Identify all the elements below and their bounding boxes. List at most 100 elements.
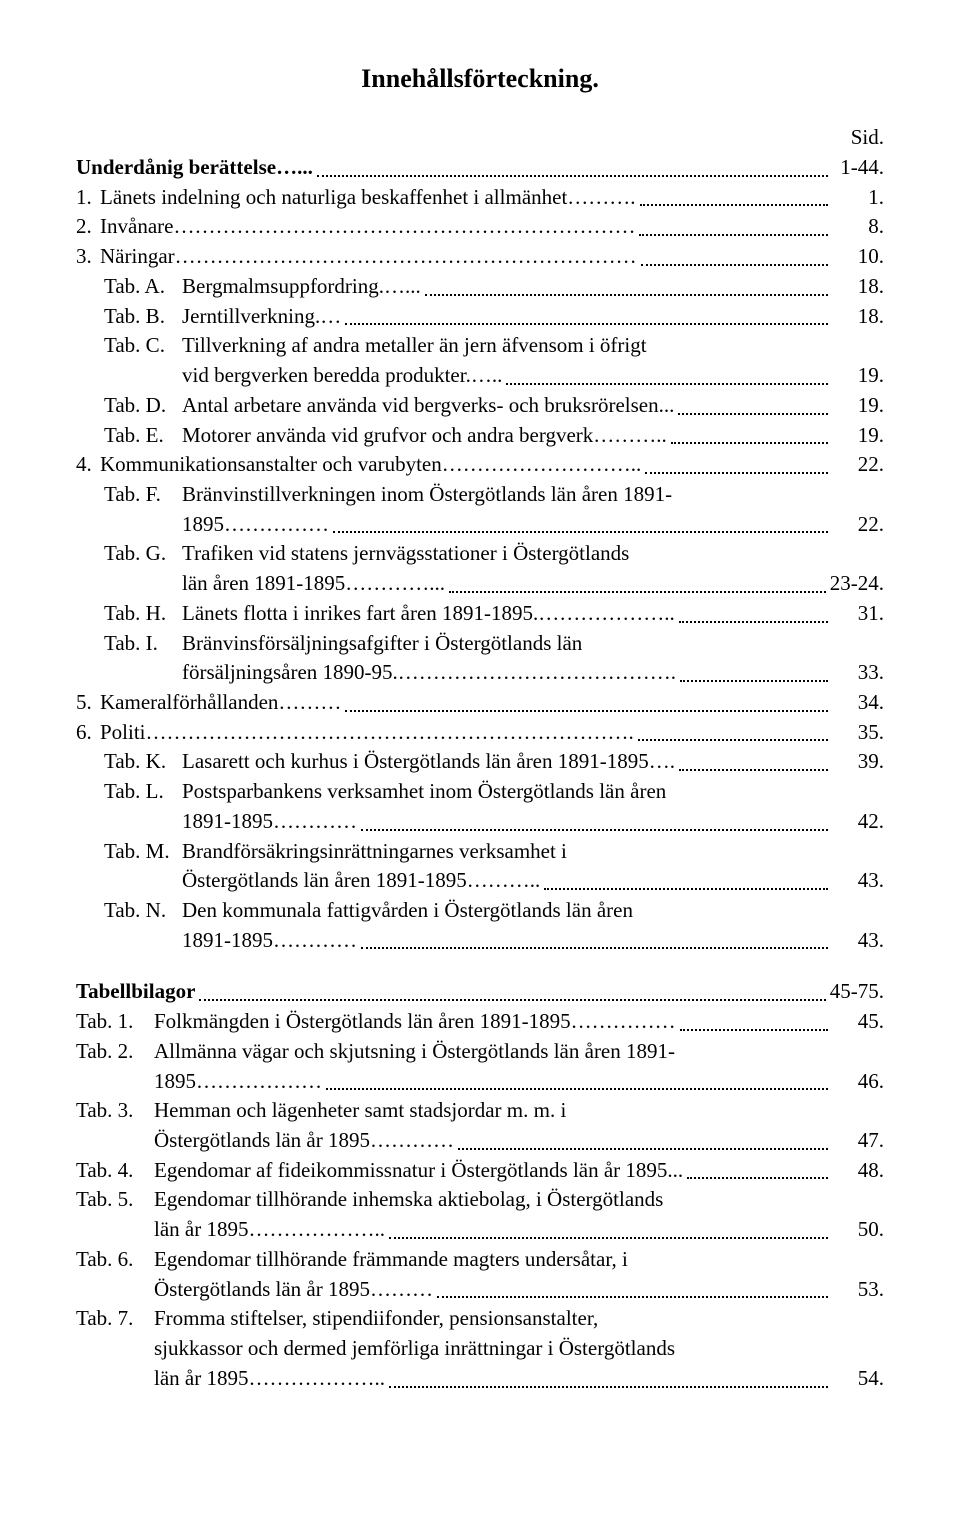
leader-dots [458, 1147, 828, 1150]
toc-entry-text: Den kommunala fattigvården i Östergötlan… [182, 897, 633, 925]
toc-entry-text: Östergötlands län år 1895……… [154, 1276, 433, 1304]
toc-entry-label: Tab. 5. [76, 1186, 154, 1214]
toc-entry-text: 1895……………… [154, 1068, 322, 1096]
toc-page-number: 53. [832, 1276, 884, 1304]
toc-row: 4.Kommunikationsanstalter och varubyten…… [76, 451, 884, 479]
toc-entry-label: Tab. L. [104, 778, 182, 806]
leader-dots [199, 998, 825, 1001]
toc-column-header: Sid. [76, 124, 884, 152]
toc-page-number: 35. [832, 719, 884, 747]
toc-entry-label: Tab. A. [104, 273, 182, 301]
toc-row: 3.Näringar…………………………………………………………10. [76, 243, 884, 271]
toc-page-number: 19. [832, 392, 884, 420]
toc-page-number: 50. [832, 1216, 884, 1244]
toc-row: Östergötlands län år 1895…………47. [76, 1127, 884, 1155]
toc-row: försäljningsåren 1890-95.………………………………….3… [76, 659, 884, 687]
leader-dots [641, 263, 828, 266]
toc-entry-text: län år 1895……………….. [154, 1365, 385, 1393]
toc-entry-label: Tab. F. [104, 481, 182, 509]
toc-row: 1. Länets indelning och naturliga beskaff… [76, 184, 884, 212]
leader-dots [389, 1385, 828, 1388]
toc-page-number: 8. [832, 213, 884, 241]
toc-row: Östergötlands län åren 1891-1895………..43. [76, 867, 884, 895]
toc-row: Underdånig berättelse…... 1-44. [76, 154, 884, 182]
toc-entry-text: Motorer använda vid grufvor och andra be… [182, 422, 667, 450]
toc-entry-text: Länets flotta i inrikes fart åren 1891-1… [182, 600, 675, 628]
toc-entry-text: 1895…………… [182, 511, 329, 539]
toc-page-number: 45-75. [830, 978, 884, 1006]
leader-dots [326, 1087, 828, 1090]
toc-entry-label: Tab. K. [104, 748, 182, 776]
toc-page-number: 19. [832, 422, 884, 450]
toc-row: län år 1895……………….. 54. [76, 1365, 884, 1393]
toc-appendix-list: Tab. 1.Folkmängden i Östergötlands län å… [76, 1008, 884, 1392]
toc-entry-text: Underdånig berättelse…... [76, 154, 313, 182]
toc-entry-label: Tab. 3. [76, 1097, 154, 1125]
leader-dots [679, 620, 828, 623]
toc-entry-label: Tab. 6. [76, 1246, 154, 1274]
toc-entry-text: Brandförsäkringsinrättningarnes verksamh… [182, 838, 567, 866]
toc-entry-label: Tab. E. [104, 422, 182, 450]
toc-entry-text: Fromma stiftelser, stipendiifonder, pens… [154, 1305, 598, 1333]
toc-page-number: 43. [832, 927, 884, 955]
toc-row: Tab. 5.Egendomar tillhörande inhemska ak… [76, 1186, 884, 1214]
toc-entry-label: Tab. 4. [76, 1157, 154, 1185]
toc-entry-label: Tab. M. [104, 838, 182, 866]
toc-entry-text: sjukkassor och dermed jemförliga inrättn… [154, 1335, 675, 1363]
toc-entry-text: Kommunikationsanstalter och varubyten………… [100, 451, 641, 479]
toc-row: 6.Politi…………………………………………………………….35. [76, 719, 884, 747]
toc-entry-text: Politi……………………………………………………………. [100, 719, 634, 747]
leader-dots [389, 1236, 828, 1239]
toc-entry-text: Postsparbankens verksamhet inom Östergöt… [182, 778, 666, 806]
toc-row: 1891-1895………… 42. [76, 808, 884, 836]
toc-page-number: 39. [832, 748, 884, 776]
toc-page-number: 22. [832, 511, 884, 539]
toc-entry-text: län år 1895……………….. [154, 1216, 385, 1244]
leader-dots [640, 203, 828, 206]
toc-entry-label: Tab. 1. [76, 1008, 154, 1036]
toc-page-number: 19. [832, 362, 884, 390]
toc-page-number: 54. [832, 1365, 884, 1393]
toc-entry-label: Tab. C. [104, 332, 182, 360]
leader-dots [678, 412, 828, 415]
leader-dots [680, 679, 828, 682]
toc-row: Tab. F.Bränvinstillverkningen inom Öster… [76, 481, 884, 509]
toc-entry-text: Länets indelning och naturliga beskaffen… [100, 184, 636, 212]
leader-dots [317, 174, 828, 177]
leader-dots [687, 1176, 828, 1179]
toc-row: Tab. A.Bergmalmsuppfordring.…...18. [76, 273, 884, 301]
toc-entry-label: Tab. N. [104, 897, 182, 925]
toc-entry-text: Bränvinstillverkningen inom Östergötland… [182, 481, 672, 509]
toc-entry-label: Tab. 2. [76, 1038, 154, 1066]
toc-row: Tab. 3.Hemman och lägenheter samt stadsj… [76, 1097, 884, 1125]
toc-entry-text: försäljningsåren 1890-95.…………………………………. [182, 659, 676, 687]
toc-row: Tab. 4.Egendomar af fideikommissnatur i … [76, 1157, 884, 1185]
toc-page-number: 1. [832, 184, 884, 212]
toc-page-number: 18. [832, 303, 884, 331]
toc-entry-text: Kameralförhållanden……… [100, 689, 341, 717]
toc-entry-text: Jerntillverkning.… [182, 303, 341, 331]
toc-row: Tab. H.Länets flotta i inrikes fart åren… [76, 600, 884, 628]
appendix-header-row: Tabellbilagor 45-75. [76, 978, 884, 1006]
toc-entry-text: 1891-1895………… [182, 808, 357, 836]
toc-page-number: 1-44. [832, 154, 884, 182]
toc-page-number: 48. [832, 1157, 884, 1185]
toc-page-number: 42. [832, 808, 884, 836]
toc-page-number: 46. [832, 1068, 884, 1096]
leader-dots [345, 709, 828, 712]
toc-row: Tab. G.Trafiken vid statens jernvägsstat… [76, 540, 884, 568]
toc-page-number: 43. [832, 867, 884, 895]
toc-entry-label: Tab. D. [104, 392, 182, 420]
toc-row: Tab. 6.Egendomar tillhörande främmande m… [76, 1246, 884, 1274]
toc-row: 1895…………… 22. [76, 511, 884, 539]
toc-page-number: 31. [832, 600, 884, 628]
page-title: Innehållsförteckning. [76, 62, 884, 96]
toc-entry-label: 3. [76, 243, 100, 271]
toc-row: 1891-1895…………43. [76, 927, 884, 955]
toc-entry-text: Bergmalmsuppfordring.…... [182, 273, 421, 301]
toc-row: Tab. N.Den kommunala fattigvården i Öste… [76, 897, 884, 925]
toc-entry-label: Tab. G. [104, 540, 182, 568]
toc-entry-text: Hemman och lägenheter samt stadsjordar m… [154, 1097, 566, 1125]
toc-row: Tab. 7.Fromma stiftelser, stipendiifonde… [76, 1305, 884, 1333]
toc-entry-text: Allmänna vägar och skjutsning i Östergöt… [154, 1038, 675, 1066]
